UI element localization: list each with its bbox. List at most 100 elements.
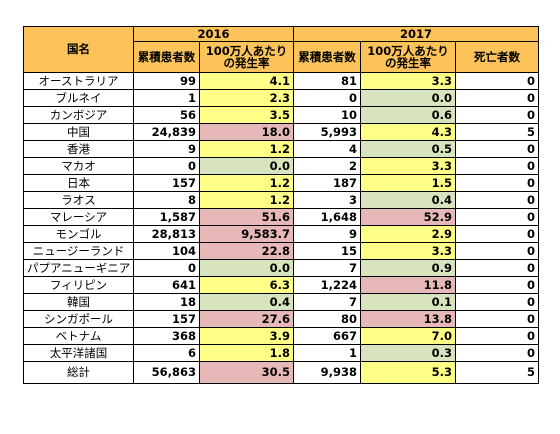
deaths-cell: 0 (455, 225, 540, 243)
cumulative-2016-cell: 1 (133, 89, 200, 107)
cumulative-2017-cell: 10 (293, 106, 362, 124)
cumulative-2017-cell: 4 (293, 140, 362, 158)
rate-2016-cell: 51.6 (198, 208, 295, 226)
rate-2016-cell: 3.5 (198, 106, 295, 124)
rate-2016-cell: 22.8 (198, 242, 295, 260)
cumulative-2017-cell: 1,224 (293, 276, 362, 294)
table-row: ベトナム 368 3.9 667 7.0 0 (23, 327, 540, 345)
cumulative-2016-cell: 0 (133, 259, 200, 277)
cumulative-2017-cell: 9 (293, 225, 362, 243)
country-cell: パプアニューギニア (23, 259, 134, 277)
country-cell: モンゴル (23, 225, 134, 243)
rate-2016-cell: 0.0 (198, 259, 295, 277)
rate-2017-cell: 2.9 (360, 225, 457, 243)
deaths-cell: 0 (455, 89, 540, 107)
deaths-cell: 0 (455, 276, 540, 294)
cumulative-2017-cell: 1 (293, 344, 362, 362)
country-cell: ニュージーランド (23, 242, 134, 260)
deaths-cell: 0 (455, 293, 540, 311)
rate-2016-cell: 1.2 (198, 191, 295, 209)
table-row: オーストラリア 99 4.1 81 3.3 0 (23, 72, 540, 90)
cumulative-2016-cell: 28,813 (133, 225, 200, 243)
country-cell: フィリピン (23, 276, 134, 294)
deaths-cell: 0 (455, 140, 540, 158)
cumulative-2016-cell: 1,587 (133, 208, 200, 226)
rate-2017-cell: 3.3 (360, 242, 457, 260)
cumulative-2016-cell: 56,863 (133, 361, 200, 384)
rate-2017-cell: 7.0 (360, 327, 457, 345)
country-cell: オーストラリア (23, 72, 134, 90)
country-cell: 日本 (23, 174, 134, 192)
deaths-cell: 0 (455, 310, 540, 328)
cumulative-2017-cell: 15 (293, 242, 362, 260)
cumulative-2016-cell: 157 (133, 310, 200, 328)
rate-2016-cell: 0.0 (198, 157, 295, 175)
rate-2016-cell: 1.2 (198, 174, 295, 192)
cumulative-2017-cell: 667 (293, 327, 362, 345)
table-row: ニュージーランド 104 22.8 15 3.3 0 (23, 242, 540, 260)
rate-2017-cell: 3.3 (360, 157, 457, 175)
rate-2017-cell: 0.4 (360, 191, 457, 209)
country-cell: ベトナム (23, 327, 134, 345)
deaths-cell: 0 (455, 242, 540, 260)
cumulative-2016-cell: 8 (133, 191, 200, 209)
country-cell: マレーシア (23, 208, 134, 226)
table-row: 韓国 18 0.4 7 0.1 0 (23, 293, 540, 311)
deaths-cell: 0 (455, 191, 540, 209)
cumulative-2016-cell: 368 (133, 327, 200, 345)
table-row: フィリピン 641 6.3 1,224 11.8 0 (23, 276, 540, 294)
table-body: オーストラリア 99 4.1 81 3.3 0 ブルネイ 1 2.3 0 0.0 0 カンボジア 56 3.… (23, 72, 540, 384)
cumulative-2016-cell: 18 (133, 293, 200, 311)
cumulative-2017-cell: 7 (293, 259, 362, 277)
rate-2017-cell: 0.6 (360, 106, 457, 124)
table-row: 太平洋諸国 6 1.8 1 0.3 0 (23, 344, 540, 362)
deaths-cell: 0 (455, 106, 540, 124)
table-row: カンボジア 56 3.5 10 0.6 0 (23, 106, 540, 124)
header-year-2016: 2016 (132, 26, 295, 42)
cumulative-2017-cell: 81 (293, 72, 362, 90)
cumulative-2016-cell: 641 (133, 276, 200, 294)
rate-2016-cell: 3.9 (198, 327, 295, 345)
table-row: 香港 9 1.2 4 0.5 0 (23, 140, 540, 158)
deaths-cell: 0 (455, 259, 540, 277)
deaths-cell: 5 (455, 123, 540, 141)
cumulative-2017-cell: 3 (293, 191, 362, 209)
header-deaths: 死亡者数 (455, 41, 540, 73)
rate-2016-cell: 30.5 (198, 361, 295, 384)
cumulative-2016-cell: 24,839 (133, 123, 200, 141)
rate-2017-cell: 0.3 (360, 344, 457, 362)
cumulative-2016-cell: 56 (133, 106, 200, 124)
header-country: 国名 (23, 26, 134, 73)
cumulative-2017-cell: 9,938 (293, 361, 362, 384)
table-row: 中国 24,839 18.0 5,993 4.3 5 (23, 123, 540, 141)
cumulative-2017-cell: 80 (293, 310, 362, 328)
rate-2016-cell: 2.3 (198, 89, 295, 107)
cumulative-2017-cell: 187 (293, 174, 362, 192)
deaths-cell: 0 (455, 72, 540, 90)
deaths-cell: 0 (455, 344, 540, 362)
header-cumulative-2017: 累積患者数 (293, 41, 362, 73)
country-cell: 韓国 (23, 293, 134, 311)
header-rate-2016: 100万人あたりの発生率 (198, 41, 295, 73)
rate-2017-cell: 0.5 (360, 140, 457, 158)
total-row: 総計 56,863 30.5 9,938 5.3 5 (23, 361, 540, 384)
table-row: 日本 157 1.2 187 1.5 0 (23, 174, 540, 192)
rate-2016-cell: 1.2 (198, 140, 295, 158)
country-cell: マカオ (23, 157, 134, 175)
deaths-cell: 0 (455, 157, 540, 175)
country-cell: 太平洋諸国 (23, 344, 134, 362)
country-cell: ブルネイ (23, 89, 134, 107)
rate-2016-cell: 0.4 (198, 293, 295, 311)
deaths-cell: 5 (455, 361, 540, 384)
country-cell: 総計 (23, 361, 134, 384)
table-row: パプアニューギニア 0 0.0 7 0.9 0 (23, 259, 540, 277)
table-row: マカオ 0 0.0 2 3.3 0 (23, 157, 540, 175)
country-cell: 香港 (23, 140, 134, 158)
deaths-cell: 0 (455, 208, 540, 226)
country-cell: 中国 (23, 123, 134, 141)
header-rate-2017: 100万人あたりの発生率 (360, 41, 457, 73)
table-row: ラオス 8 1.2 3 0.4 0 (23, 191, 540, 209)
table-row: シンガポール 157 27.6 80 13.8 0 (23, 310, 540, 328)
cases-table: 国名 2016 2017 累積患者数 100万人あたりの発生率 累積患者数 10… (23, 26, 540, 384)
country-cell: ラオス (23, 191, 134, 209)
